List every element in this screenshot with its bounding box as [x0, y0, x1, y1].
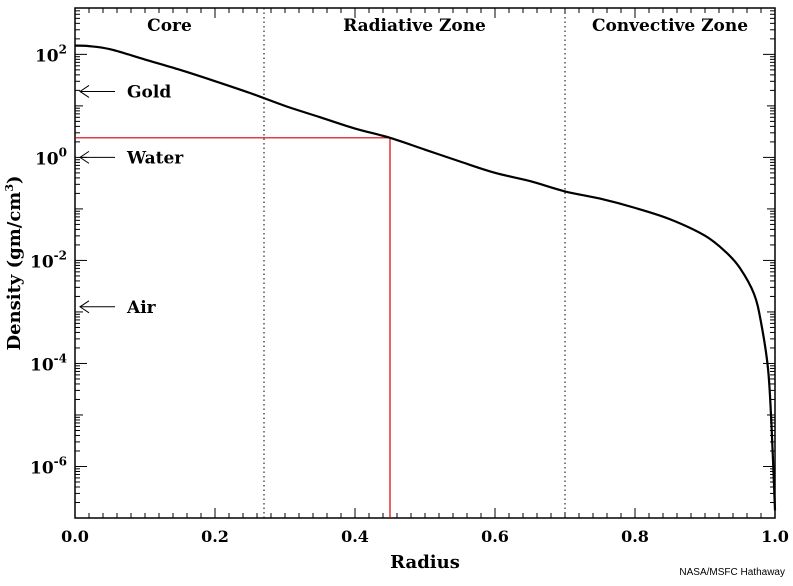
- y-tick-label: 100: [35, 145, 67, 169]
- plot-frame: [75, 8, 775, 518]
- reference-label: Gold: [127, 82, 171, 102]
- y-tick-label: 10-2: [30, 248, 67, 272]
- reference-label: Air: [126, 298, 157, 318]
- x-tick-label: 0.4: [341, 527, 369, 546]
- x-axis-label: Radius: [390, 552, 460, 573]
- zone-label: Core: [147, 16, 192, 36]
- x-tick-label: 0.2: [201, 527, 229, 546]
- y-tick-label: 10-6: [30, 454, 67, 478]
- x-tick-label: 1.0: [761, 527, 789, 546]
- x-tick-label: 0.8: [621, 527, 649, 546]
- zone-label: Convective Zone: [592, 16, 748, 36]
- credit-text: NASA/MSFC Hathaway: [679, 567, 785, 578]
- x-tick-label: 0.6: [481, 527, 509, 546]
- y-axis-label: Density (gm/cm3): [3, 175, 25, 350]
- density-curve: [75, 46, 775, 511]
- reference-label: Water: [126, 148, 184, 168]
- y-tick-label: 102: [35, 42, 67, 66]
- y-tick-label: 10-4: [30, 351, 67, 375]
- x-tick-label: 0.0: [61, 527, 89, 546]
- zone-label: Radiative Zone: [343, 16, 486, 36]
